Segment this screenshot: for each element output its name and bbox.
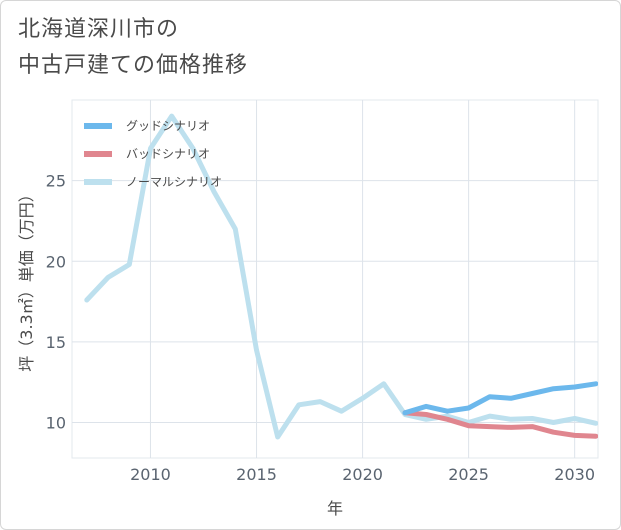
y-axis-label: 坪（3.3㎡）単価（万円） — [17, 186, 36, 371]
grid — [71, 99, 599, 459]
x-tick-label: 2010 — [130, 465, 171, 484]
series-line-1 — [402, 410, 598, 439]
legend-label-2: ノーマルシナリオ — [126, 175, 222, 189]
x-tick-label: 2030 — [554, 465, 595, 484]
chart-title-line-2: 中古戸建ての価格推移 — [18, 53, 249, 78]
chart-title: 北海道深川市の 中古戸建ての価格推移 — [18, 12, 248, 84]
legend-label-1: バッドシナリオ — [126, 147, 210, 161]
chart-title-line-1: 北海道深川市の — [18, 17, 180, 42]
y-tick-label: 15 — [46, 333, 66, 352]
y-tick-label: 25 — [46, 172, 66, 191]
y-tick-label: 20 — [46, 252, 66, 271]
y-tick-label: 10 — [46, 414, 66, 433]
legend-label-0: グッドシナリオ — [126, 119, 210, 133]
plot-area-frame — [71, 99, 599, 459]
series-line-0 — [402, 381, 598, 416]
x-tick-label: 2015 — [236, 465, 277, 484]
x-axis-label: 年 — [327, 499, 343, 518]
x-tick-label: 2020 — [342, 465, 383, 484]
x-tick-label: 2025 — [448, 465, 489, 484]
series-line-2 — [84, 113, 598, 440]
series-lines — [84, 113, 598, 440]
